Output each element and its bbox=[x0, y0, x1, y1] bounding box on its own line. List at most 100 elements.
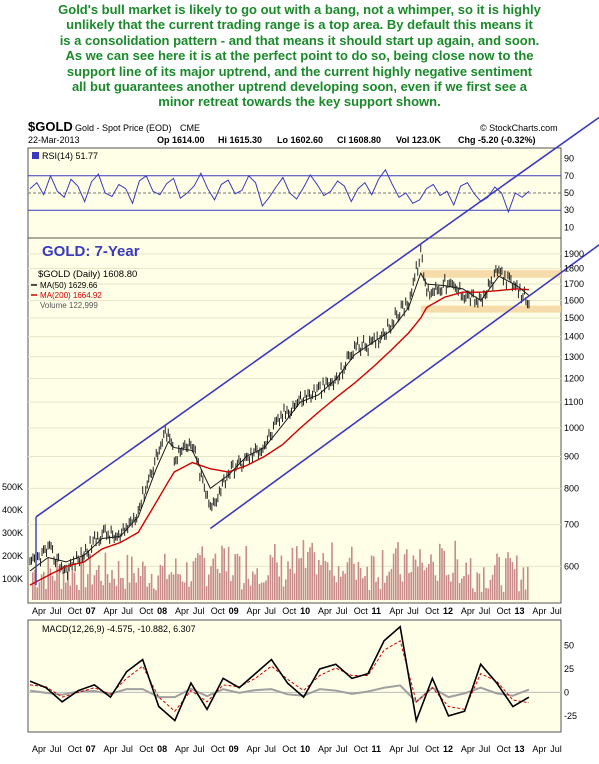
volume-bar bbox=[366, 566, 368, 600]
volume-bar bbox=[82, 553, 85, 600]
quote-change: Chg -5.20 (-0.32%) bbox=[458, 135, 536, 145]
ma50-line bbox=[29, 271, 530, 572]
x-tick-label: Jul bbox=[407, 744, 419, 754]
support-band bbox=[420, 305, 561, 313]
volume-bar bbox=[252, 571, 254, 600]
volume-bar bbox=[469, 558, 472, 600]
volume-bar bbox=[144, 565, 146, 600]
volume-bar bbox=[359, 567, 362, 600]
volume-bar bbox=[210, 565, 212, 600]
channel-line-lower bbox=[209, 244, 599, 530]
volume-bar bbox=[293, 573, 296, 600]
x-tick-label: Jul bbox=[336, 606, 348, 616]
x-tick-label: Oct bbox=[354, 744, 369, 754]
volume-bar bbox=[91, 584, 93, 600]
volume-bar bbox=[54, 580, 56, 600]
volume-bar bbox=[494, 565, 496, 600]
x-tick-label: 12 bbox=[443, 744, 453, 754]
volume-bar bbox=[410, 571, 412, 600]
volume-bar bbox=[245, 546, 247, 600]
commentary-line: Gold's bull market is likely to go out w… bbox=[58, 2, 541, 17]
volume-bar bbox=[390, 568, 393, 600]
volume-bar bbox=[168, 574, 170, 600]
price-tick-label: 1600 bbox=[564, 295, 584, 305]
commentary-line: unlikely that the current trading range … bbox=[66, 17, 533, 33]
macd-line bbox=[29, 625, 530, 724]
volume-bar bbox=[425, 567, 428, 600]
x-tick-label: 08 bbox=[157, 606, 167, 616]
volume-bar bbox=[296, 546, 298, 600]
macd-tick-label: -25 bbox=[564, 711, 577, 721]
volume-bar bbox=[216, 568, 219, 600]
volume-bar bbox=[313, 552, 316, 600]
volume-bar bbox=[384, 582, 386, 600]
volume-bar bbox=[102, 585, 104, 600]
x-tick-label: Apr bbox=[389, 744, 403, 754]
volume-bar bbox=[223, 548, 225, 600]
volume-bar bbox=[183, 582, 186, 600]
x-tick-label: Jul bbox=[336, 744, 348, 754]
volume-bar bbox=[120, 577, 122, 600]
volume-bar bbox=[32, 572, 34, 600]
volume-bar bbox=[520, 579, 522, 600]
x-tick-label: Jul bbox=[479, 606, 491, 616]
x-tick-label: 09 bbox=[229, 606, 239, 616]
price-tick-label: 1800 bbox=[564, 264, 584, 274]
volume-bar bbox=[225, 571, 228, 600]
volume-bar bbox=[265, 580, 267, 600]
price-legend: $GOLD (Daily) 1608.80 bbox=[38, 269, 137, 280]
x-tick-label: Jul bbox=[121, 744, 133, 754]
chart-exchange: CME bbox=[180, 123, 200, 133]
chart-date: 22-Mar-2013 bbox=[28, 135, 80, 145]
volume-bar bbox=[258, 584, 261, 600]
x-tick-label: 09 bbox=[229, 744, 239, 754]
x-tick-label: Apr bbox=[389, 606, 403, 616]
volume-bar bbox=[318, 560, 320, 600]
volume-bar bbox=[87, 574, 89, 600]
volume-bar bbox=[368, 589, 371, 600]
volume-bar bbox=[78, 589, 80, 600]
rsi-tick-label: 10 bbox=[564, 222, 574, 232]
volume-bar bbox=[489, 579, 492, 600]
volume-bar bbox=[34, 569, 36, 600]
macd-panel bbox=[27, 619, 562, 733]
volume-bar bbox=[423, 570, 426, 600]
volume-bar bbox=[351, 546, 353, 600]
volume-bar bbox=[474, 591, 476, 600]
volume-bar bbox=[274, 544, 276, 600]
commentary-line: minor retreat towards the key support sh… bbox=[158, 94, 441, 110]
volume-bar bbox=[364, 575, 366, 600]
macd-tick-label: 50 bbox=[564, 640, 574, 650]
volume-bar bbox=[263, 582, 265, 600]
volume-bar bbox=[441, 548, 443, 600]
volume-bar bbox=[417, 566, 419, 600]
volume-bar bbox=[362, 578, 364, 600]
rsi-tick-label: 90 bbox=[564, 154, 574, 164]
volume-bar bbox=[155, 590, 157, 600]
volume-bar bbox=[146, 586, 148, 600]
volume-bar bbox=[271, 557, 274, 600]
volume-bar bbox=[153, 588, 155, 600]
chart-title: GOLD: 7-Year bbox=[42, 243, 140, 260]
volume-bar bbox=[164, 553, 166, 600]
volume-bar bbox=[95, 569, 98, 600]
volume-bar bbox=[421, 562, 423, 600]
volume-bar bbox=[172, 574, 175, 600]
x-tick-label: 13 bbox=[515, 606, 525, 616]
volume-bar bbox=[188, 586, 190, 600]
volume-bar bbox=[342, 570, 344, 600]
volume-bar bbox=[69, 585, 71, 600]
volume-bar bbox=[243, 583, 245, 600]
volume-bar bbox=[84, 587, 87, 600]
volume-bar bbox=[148, 583, 151, 600]
x-tick-label: Jul bbox=[193, 606, 205, 616]
volume-bar bbox=[373, 556, 375, 600]
volume-bar bbox=[408, 573, 410, 600]
x-tick-label: Oct bbox=[425, 606, 440, 616]
x-tick-label: Apr bbox=[32, 744, 46, 754]
chart-name: Gold - Spot Price (EOD) bbox=[75, 123, 172, 133]
x-tick-label: Oct bbox=[282, 606, 297, 616]
volume-bar bbox=[346, 562, 349, 600]
x-tick-label: Apr bbox=[532, 606, 546, 616]
volume-tick-label: 200K bbox=[2, 551, 23, 561]
